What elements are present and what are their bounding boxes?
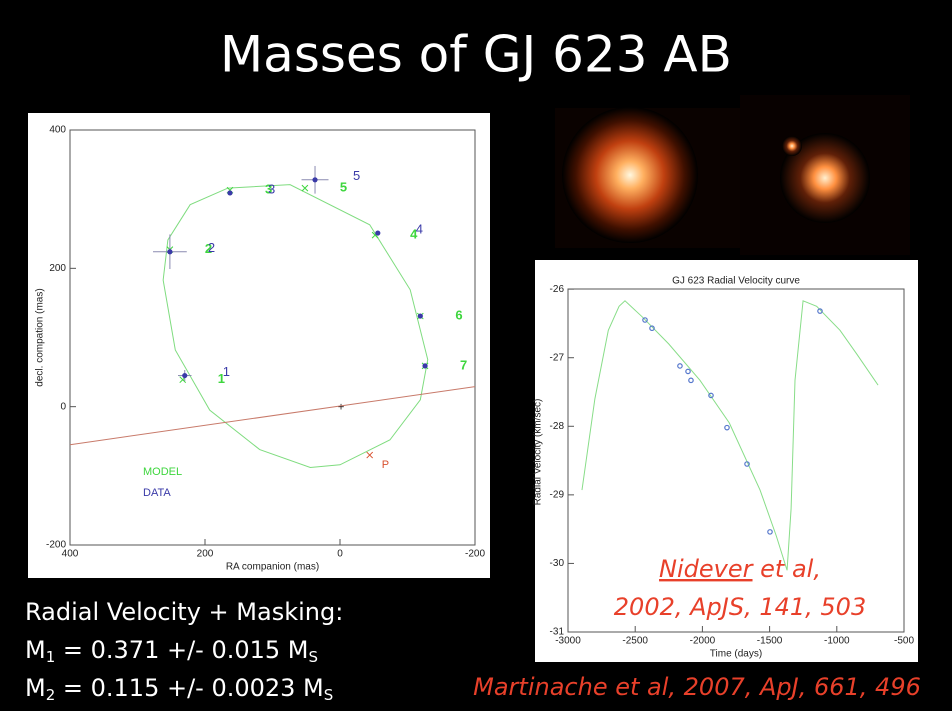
- data-point: [642, 317, 648, 323]
- point-label: 2: [208, 240, 215, 255]
- point-name: P: [382, 459, 389, 471]
- x-tick-label: -500: [894, 636, 914, 647]
- point-label: 2: [205, 241, 212, 256]
- orbit-frame: [69, 129, 476, 546]
- point-label: 1: [218, 371, 225, 386]
- x-tick-label: -2500: [622, 636, 648, 647]
- summary-heading: Radial Velocity + Masking:: [25, 598, 343, 626]
- star-b: [780, 133, 870, 223]
- legend-entry: DATA: [143, 487, 171, 499]
- point-marker: [301, 184, 309, 192]
- y-tick-label: -200: [46, 540, 66, 551]
- point-label: 4: [416, 221, 423, 236]
- x-tick-label: -200: [465, 549, 485, 560]
- x-tick-label: -3000: [555, 636, 581, 647]
- point-label: 3: [268, 181, 275, 196]
- mass-line: M2 = 0.115 +/- 0.0023 MS: [25, 674, 333, 704]
- data-point: [649, 325, 655, 332]
- citation-rv-ref: 2002, ApJS, 141, 503: [614, 593, 866, 621]
- x-tick-label: 200: [197, 549, 214, 560]
- x-tick-label: 0: [337, 549, 343, 560]
- mass-subscript: 1: [46, 648, 56, 666]
- point-label: 7: [460, 357, 467, 372]
- point-marker: [167, 249, 173, 255]
- point-marker: [227, 190, 233, 196]
- point-label: 5: [353, 168, 360, 183]
- y-tick-label: -29: [550, 489, 565, 500]
- data-point: [688, 377, 694, 384]
- y-tick-label: 200: [49, 263, 66, 274]
- x-tick-label: -1500: [757, 636, 783, 647]
- x-tick-label: -1000: [824, 636, 850, 647]
- mass-unit-subscript: S: [309, 648, 319, 666]
- citation-imaging: Martinache et al, 2007, ApJ, 661, 496: [473, 673, 921, 701]
- point-marker: [375, 230, 381, 236]
- y-tick-label: 0: [60, 401, 66, 412]
- data-point: [724, 424, 730, 431]
- mass-text: = 0.371 +/- 0.015 M: [55, 636, 308, 664]
- point-label: 3: [265, 182, 272, 197]
- mass-symbol: M: [25, 636, 46, 664]
- point-label: 5: [340, 180, 347, 195]
- citation-rv: Nidever et al,: [659, 555, 821, 583]
- data-point: [677, 363, 683, 369]
- x-axis-label: RA companion (mas): [226, 562, 319, 573]
- data-point: [817, 308, 823, 314]
- mass-unit-subscript: S: [324, 686, 334, 704]
- point-marker: [182, 372, 188, 379]
- legend-entry: MODEL: [143, 466, 182, 478]
- orbit-curve: [162, 184, 429, 469]
- origin-mark: +: [337, 403, 345, 413]
- mass-text: = 0.115 +/- 0.0023 M: [55, 674, 324, 702]
- model-curve: [581, 300, 879, 571]
- y-axis-label: Radial Velocity (km/sec): [533, 399, 544, 506]
- y-axis-label: decl. compation (mas): [35, 288, 46, 386]
- orbit-panel: [28, 113, 490, 578]
- x-tick-label: -2000: [690, 636, 716, 647]
- data-point: [744, 461, 750, 467]
- x-tick-label: 400: [62, 549, 79, 560]
- y-tick-label: -31: [550, 627, 565, 638]
- data-point: [685, 368, 691, 375]
- y-tick-label: -28: [550, 421, 565, 432]
- star-a: [562, 107, 698, 243]
- y-tick-label: -27: [550, 352, 565, 363]
- slide-title: Masses of GJ 623 AB: [220, 26, 732, 84]
- mass-subscript: 2: [46, 686, 56, 704]
- point-label: 6: [455, 307, 462, 322]
- data-point: [767, 529, 773, 535]
- point-marker: [417, 313, 423, 319]
- citation-author: Nidever: [659, 555, 755, 583]
- y-tick-label: 400: [49, 125, 66, 136]
- line-of-nodes: [69, 386, 476, 446]
- y-tick-label: -26: [550, 284, 565, 295]
- point-marker: [366, 451, 374, 459]
- mass-line: M1 = 0.371 +/- 0.015 MS: [25, 636, 318, 666]
- mass-symbol: M: [25, 674, 46, 702]
- rv-panel: [535, 260, 918, 662]
- point-marker: [312, 177, 318, 183]
- rv-frame: [567, 288, 905, 633]
- x-axis-label: Time (days): [710, 649, 762, 660]
- star-b-companion: [782, 136, 802, 156]
- chart-title: GJ 623 Radial Velocity curve: [672, 276, 800, 287]
- data-point: [708, 392, 714, 399]
- y-tick-label: -30: [550, 558, 565, 569]
- point-label: 1: [223, 364, 230, 379]
- point-label: 4: [410, 227, 418, 242]
- point-marker: [422, 363, 428, 369]
